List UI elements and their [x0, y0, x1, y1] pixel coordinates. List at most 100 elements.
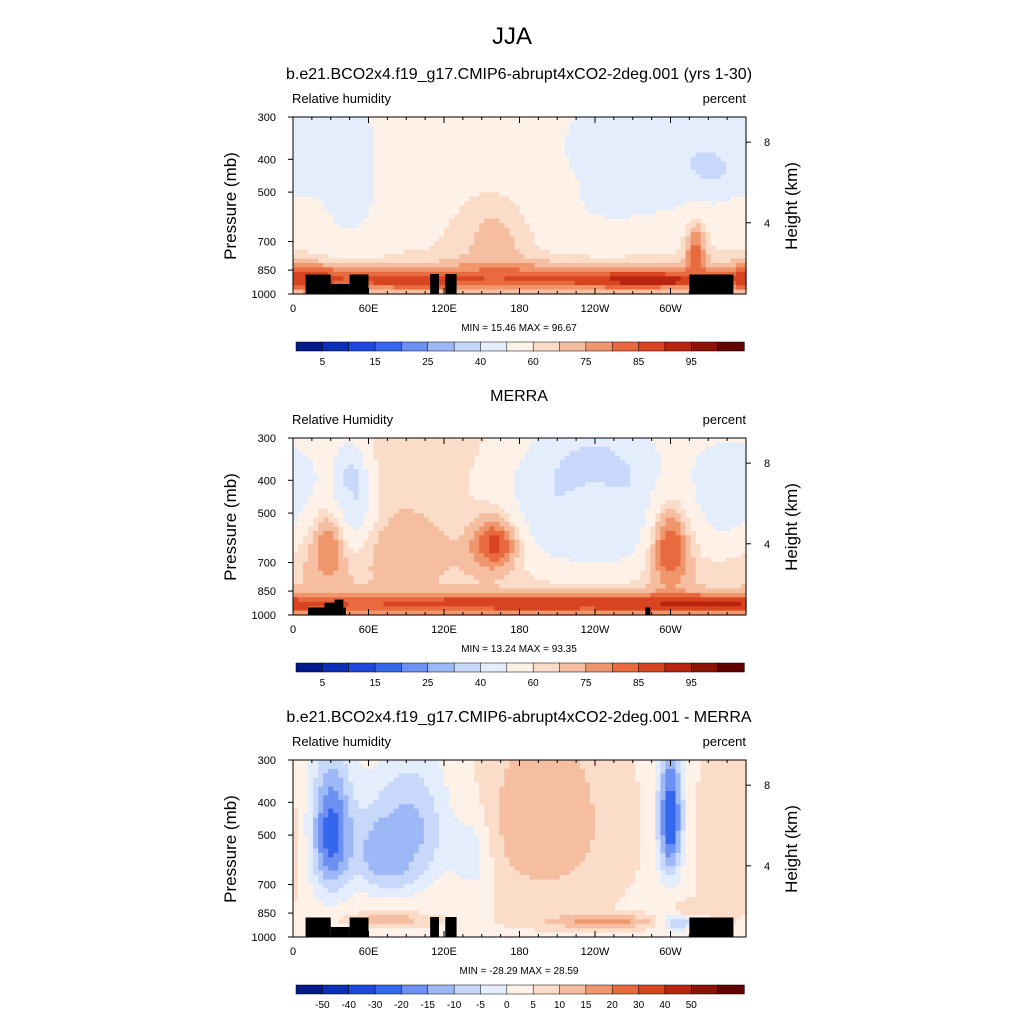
- field-cell: [690, 236, 697, 242]
- field-cell: [398, 592, 405, 598]
- field-cell: [549, 170, 556, 176]
- field-cell: [423, 606, 430, 612]
- field-cell: [449, 183, 455, 189]
- field-cell: [655, 170, 662, 176]
- field-cell: [600, 183, 606, 189]
- field-cell: [730, 201, 737, 207]
- field-cell: [313, 227, 319, 233]
- field-cell: [584, 214, 591, 220]
- field-cell: [589, 183, 596, 189]
- field-cell: [313, 495, 319, 501]
- field-cell: [423, 442, 430, 448]
- field-cell: [484, 130, 490, 136]
- field-cell: [710, 218, 717, 224]
- field-cell: [479, 232, 485, 238]
- field-cell: [348, 121, 354, 127]
- field-cell: [680, 205, 687, 211]
- field-cell: [444, 121, 450, 127]
- field-cell: [343, 504, 349, 510]
- field-cell: [333, 566, 339, 572]
- field-cell: [574, 174, 581, 180]
- field-cell: [358, 579, 365, 585]
- field-cell: [413, 139, 420, 145]
- field-cell: [368, 486, 375, 492]
- field-cell: [499, 280, 505, 286]
- field-cell: [519, 130, 526, 136]
- field-cell: [343, 178, 349, 184]
- field-cell: [740, 263, 747, 269]
- field-cell: [544, 254, 551, 260]
- field-cell: [398, 156, 405, 162]
- field-cell: [554, 240, 561, 246]
- field-cell: [403, 258, 410, 264]
- field-cell: [464, 152, 470, 158]
- field-cell: [378, 280, 385, 286]
- field-cell: [293, 236, 299, 242]
- field-cell: [378, 183, 385, 189]
- field-cell: [298, 495, 304, 501]
- field-cell: [605, 156, 611, 162]
- field-cell: [323, 271, 329, 277]
- field-cell: [610, 143, 616, 149]
- field-cell: [373, 165, 380, 171]
- field-cell: [519, 121, 526, 127]
- field-cell: [549, 263, 556, 269]
- field-cell: [544, 289, 551, 295]
- field-cell: [413, 557, 420, 563]
- field-cell: [398, 597, 405, 603]
- field-cell: [484, 125, 490, 131]
- field-cell: [625, 125, 631, 131]
- field-cell: [605, 289, 611, 295]
- field-cell: [615, 161, 621, 167]
- field-cell: [323, 223, 329, 229]
- field-cell: [408, 170, 415, 176]
- field-cell: [595, 285, 601, 291]
- field-cell: [489, 196, 495, 202]
- field-cell: [589, 152, 596, 158]
- field-cell: [705, 232, 712, 238]
- field-cell: [454, 165, 460, 171]
- field-cell: [444, 570, 450, 576]
- field-cell: [308, 170, 314, 176]
- field-cell: [504, 139, 511, 145]
- field-cell: [605, 161, 611, 167]
- field-cell: [645, 214, 651, 220]
- field-cell: [499, 245, 505, 251]
- field-cell: [715, 249, 722, 255]
- field-cell: [605, 165, 611, 171]
- field-cell: [725, 201, 732, 207]
- field-cell: [444, 597, 450, 603]
- field-cell: [735, 134, 742, 140]
- field-cell: [559, 232, 566, 238]
- field-cell: [499, 174, 505, 180]
- field-cell: [308, 152, 314, 158]
- field-cell: [524, 183, 531, 189]
- field-cell: [418, 601, 425, 607]
- field-cell: [635, 187, 641, 193]
- field-cell: [680, 174, 687, 180]
- field-cell: [584, 276, 591, 282]
- field-cell: [378, 451, 385, 457]
- field-cell: [373, 597, 380, 603]
- field-cell: [665, 134, 672, 140]
- field-cell: [383, 557, 390, 563]
- field-cell: [574, 280, 581, 286]
- field-cell: [695, 205, 702, 211]
- field-cell: [584, 280, 591, 286]
- field-cell: [378, 249, 385, 255]
- field-cell: [308, 570, 314, 576]
- field-cell: [680, 183, 687, 189]
- field-cell: [559, 214, 566, 220]
- field-cell: [328, 134, 334, 140]
- field-cell: [313, 170, 319, 176]
- field-cell: [298, 271, 304, 277]
- field-cell: [398, 508, 405, 514]
- field-cell: [348, 165, 354, 171]
- colorbar-label: 75: [580, 357, 592, 368]
- field-cell: [665, 223, 672, 229]
- field-cell: [519, 209, 526, 215]
- field-cell: [730, 125, 737, 131]
- field-cell: [489, 152, 495, 158]
- field-cell: [489, 209, 495, 215]
- field-cell: [358, 592, 365, 598]
